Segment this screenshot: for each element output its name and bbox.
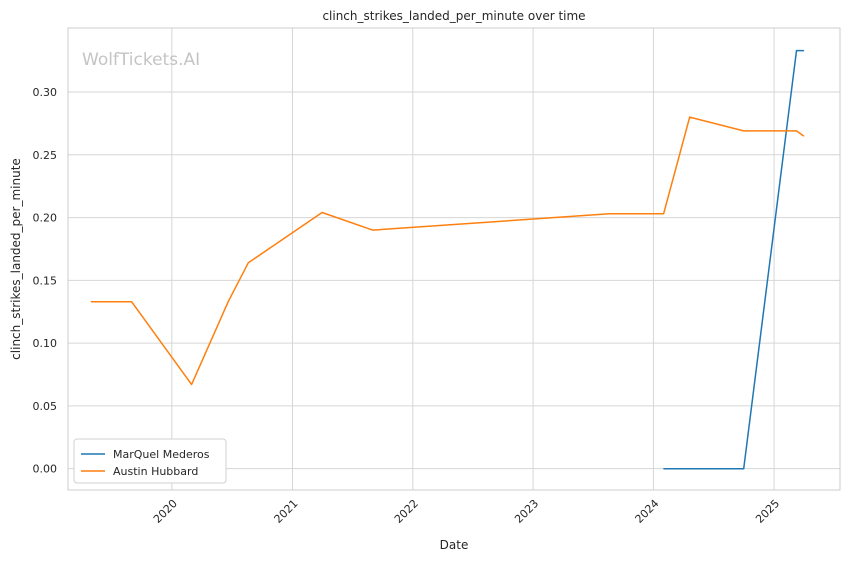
data-point-austin-hubbard [227, 301, 229, 303]
y-tick-label: 0.10 [33, 337, 58, 350]
y-tick-label: 0.25 [33, 149, 58, 162]
y-tick-label: 0.15 [33, 274, 58, 287]
data-point-austin-hubbard [663, 213, 665, 215]
data-point-austin-hubbard [743, 130, 745, 132]
y-tick-label: 0.05 [33, 400, 58, 413]
data-point-austin-hubbard [247, 262, 249, 264]
x-tick-label: 2021 [272, 497, 301, 526]
data-point-austin-hubbard [191, 384, 193, 386]
series-line-austin-hubbard [91, 116, 805, 386]
data-point-marquel-mederos [803, 50, 805, 52]
data-point-austin-hubbard [803, 135, 805, 137]
data-point-austin-hubbard [689, 116, 691, 118]
data-point-marquel-mederos [743, 468, 745, 470]
legend: MarQuel Mederos Austin Hubbard [73, 438, 227, 484]
y-tick-label: 0.30 [33, 86, 58, 99]
y-tick-label: 0.20 [33, 212, 58, 225]
x-tick-label: 2023 [512, 497, 541, 526]
y-axis-label: clinch_strikes_landed_per_minute [9, 158, 23, 360]
y-tick-label: 0.00 [33, 463, 58, 476]
data-point-austin-hubbard [131, 301, 133, 303]
data-point-austin-hubbard [372, 229, 374, 231]
x-tick-label: 2024 [633, 497, 662, 526]
data-point-austin-hubbard [608, 213, 610, 215]
legend-label-austin-hubbard: Austin Hubbard [113, 465, 198, 478]
watermark: WolfTickets.AI [82, 50, 200, 70]
data-point-marquel-mederos [795, 50, 797, 52]
data-point-austin-hubbard [795, 130, 797, 132]
series-layer [90, 49, 805, 470]
x-tick-label: 2022 [392, 497, 421, 526]
grid [68, 28, 840, 490]
chart-title: clinch_strikes_landed_per_minute over ti… [322, 9, 585, 23]
series-line-marquel-mederos [663, 49, 804, 470]
x-axis-label: Date [440, 538, 469, 552]
data-point-austin-hubbard [90, 301, 92, 303]
data-point-marquel-mederos [663, 468, 665, 470]
data-point-austin-hubbard [321, 212, 323, 214]
plot-frame [67, 27, 841, 491]
x-tick-label: 2020 [151, 497, 180, 526]
legend-box [73, 438, 227, 484]
legend-label-marquel-mederos: MarQuel Mederos [113, 448, 210, 461]
x-tick-label: 2025 [753, 497, 782, 526]
